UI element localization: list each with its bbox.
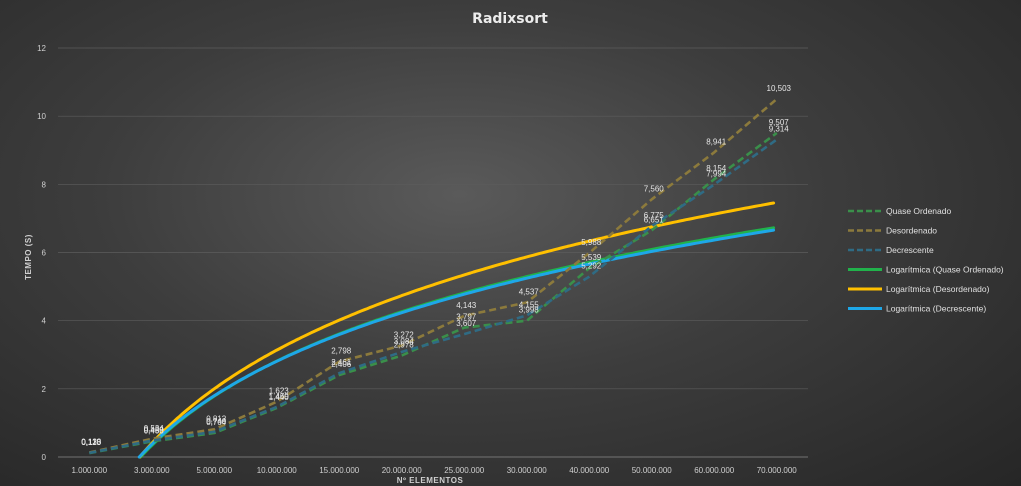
data-label: 0,458 — [144, 426, 165, 435]
data-label: 9,507 — [769, 118, 790, 127]
data-label: 0,534 — [144, 424, 165, 433]
x-tick-label: 30.000.000 — [507, 466, 548, 475]
data-labels: 0,115 0,458 0,704 1,440 2,406 2,978 3,797 3,998… — [81, 84, 791, 447]
legend-label: Decrescente — [886, 245, 934, 255]
series-lines — [89, 98, 778, 459]
y-tick-label: 6 — [42, 249, 47, 258]
data-label: 4,537 — [519, 287, 540, 296]
x-tick-label: 20.000.000 — [382, 466, 423, 475]
x-tick-label: 70.000.000 — [757, 466, 798, 475]
data-label: 1,469 — [269, 392, 290, 401]
data-label: 2,798 — [331, 347, 352, 356]
x-tick-label: 25.000.000 — [444, 466, 485, 475]
data-label: 0,704 — [206, 418, 227, 427]
data-label: 0,115 — [82, 438, 102, 447]
data-label: 4,143 — [456, 301, 477, 310]
data-label: 0,120 — [81, 438, 102, 447]
y-tick-label: 4 — [42, 317, 47, 326]
x-tick-label: 5.000.000 — [196, 466, 232, 475]
data-label: 8,154 — [706, 164, 727, 173]
legend-label: Logarítmica (Quase Ordenado) — [886, 265, 1004, 275]
y-tick-label: 8 — [42, 180, 47, 189]
data-label: 0,740 — [206, 417, 227, 426]
data-label: 5,539 — [581, 253, 602, 262]
data-label: 5,292 — [581, 262, 602, 271]
data-label: 0,812 — [206, 414, 227, 423]
gridlines — [58, 47, 808, 458]
y-axis-title: TEMPO (S) — [24, 234, 33, 280]
data-label: 3,607 — [456, 319, 477, 328]
y-axis-ticks: 0 2 4 6 8 10 12 — [37, 44, 46, 462]
data-label: 2,978 — [394, 340, 415, 349]
trendline — [137, 228, 776, 459]
y-tick-label: 0 — [42, 453, 47, 462]
x-tick-label: 50.000.000 — [632, 466, 673, 475]
legend-label: Logarítmica (Decrescente) — [886, 304, 986, 314]
data-label: 6,651 — [644, 215, 665, 224]
series-line — [89, 98, 778, 454]
data-label: 6,775 — [644, 211, 665, 220]
data-label: 7,560 — [644, 184, 665, 193]
data-label: 2,461 — [331, 358, 352, 367]
legend-label: Desordenado — [886, 226, 937, 236]
series-line — [89, 138, 778, 455]
data-label: 0,480 — [144, 426, 165, 435]
data-label: 2,406 — [331, 360, 352, 369]
data-label: 9,314 — [769, 125, 790, 134]
x-axis-ticks: 1.000.000 3.000.000 5.000.000 10.000.000 15.… — [71, 466, 797, 475]
data-label: 4,155 — [519, 300, 540, 309]
data-label: 1,623 — [269, 387, 290, 396]
data-label: 3,797 — [456, 313, 477, 322]
legend: Quase Ordenado Desordenado Decrescente Loga… — [848, 206, 1004, 314]
y-tick-label: 10 — [37, 112, 46, 121]
x-tick-label: 15.000.000 — [319, 466, 360, 475]
chart-title: Radixsort — [472, 11, 548, 27]
data-label: 3,998 — [519, 306, 540, 315]
data-label: 3,084 — [394, 337, 415, 346]
x-tick-label: 3.000.000 — [134, 466, 170, 475]
legend-label: Quase Ordenado — [886, 206, 951, 216]
x-tick-label: 40.000.000 — [569, 466, 610, 475]
data-label: 0,133 — [81, 437, 102, 446]
legend-label: Logarítmica (Desordenado) — [886, 284, 990, 294]
x-tick-label: 10.000.000 — [257, 466, 298, 475]
y-tick-label: 12 — [37, 44, 46, 53]
data-label: 7,994 — [706, 170, 727, 179]
data-label: 8,941 — [706, 137, 727, 146]
data-label: 3,272 — [394, 330, 415, 339]
x-tick-label: 60.000.000 — [694, 466, 735, 475]
data-label: 1,440 — [269, 393, 290, 402]
x-tick-label: 1.000.000 — [71, 466, 107, 475]
data-label: 10,503 — [767, 84, 792, 93]
x-axis-title: Nº ELEMENTOS — [397, 476, 464, 485]
data-label: 5,988 — [581, 238, 602, 247]
trendline — [138, 201, 776, 459]
y-tick-label: 2 — [42, 385, 47, 394]
